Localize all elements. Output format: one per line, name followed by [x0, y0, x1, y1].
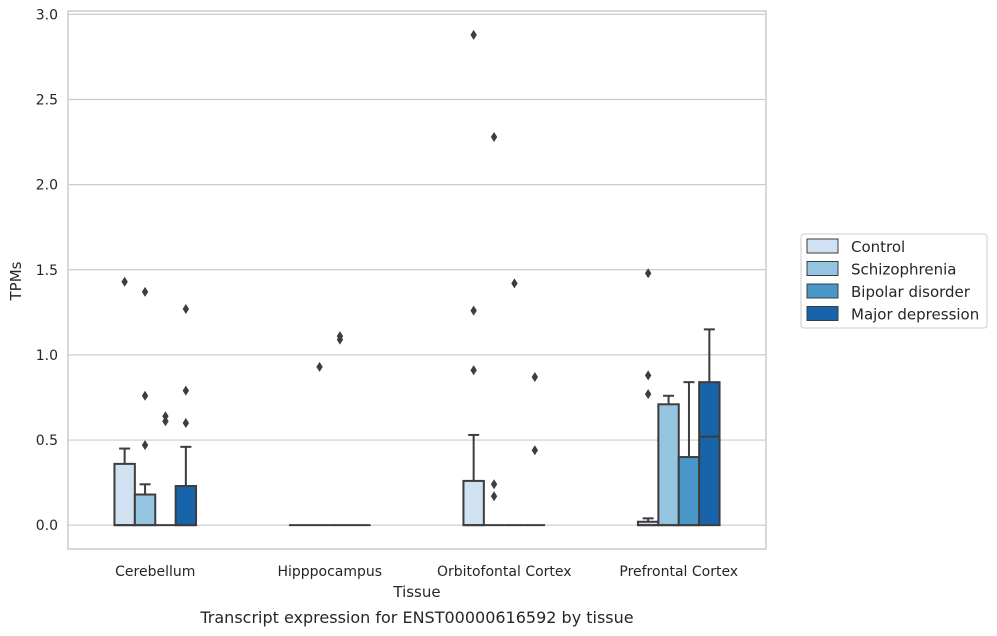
box [657, 394, 680, 527]
x-axis-label: Tissue [392, 583, 440, 601]
x-tick-label: Orbitofontal Cortex [437, 564, 572, 580]
box [462, 29, 485, 527]
box [133, 286, 157, 527]
outlier-point [141, 390, 149, 401]
outlier-point [490, 491, 498, 502]
legend-label: Control [851, 238, 905, 256]
legend-label: Schizophrenia [851, 261, 956, 279]
y-tick-labels: 0.0 0.5 1.0 1.5 2.0 2.5 3.0 [36, 7, 58, 534]
outlier-point [490, 479, 498, 490]
y-tick-label: 0.5 [36, 433, 58, 449]
legend-swatch [806, 283, 839, 299]
outlier-point [182, 385, 190, 396]
x-tick-label: Prefrontal Cortex [619, 564, 738, 580]
box [677, 381, 701, 527]
x-tick-labels: Cerebellum Hipppocampus Orbitofontal Corte… [115, 564, 738, 580]
outlier-point [490, 131, 498, 142]
outlier-point [531, 372, 539, 383]
legend: Control Schizophrenia Bipolar disorder Majo… [800, 233, 988, 329]
outlier-point [470, 305, 477, 316]
box [483, 131, 505, 527]
y-axis-label: TPMs [7, 261, 25, 301]
box [329, 331, 351, 527]
outlier-point [644, 389, 652, 400]
outlier-point [336, 334, 344, 345]
gridlines [68, 13, 766, 526]
legend-label: Major depression [851, 306, 979, 324]
outlier-point [182, 418, 190, 429]
outlier-point [511, 278, 518, 289]
box [309, 361, 330, 527]
outlier-point [470, 365, 477, 376]
outlier-point [162, 416, 169, 427]
box [698, 328, 721, 527]
box-body [113, 462, 136, 527]
box-body [174, 485, 198, 527]
x-tick-label: Cerebellum [115, 564, 195, 580]
y-tick-label: 3.0 [36, 7, 58, 23]
y-tick-label: 1.5 [36, 263, 58, 279]
box [155, 411, 176, 527]
chart-caption: Transcript expression for ENST0000061659… [199, 608, 633, 627]
legend-swatch [806, 261, 839, 276]
outlier-point [141, 286, 149, 297]
outlier-point [531, 445, 539, 456]
legend-label: Bipolar disorder [851, 283, 971, 301]
y-tick-label: 0.0 [36, 518, 58, 534]
box-body [133, 493, 157, 527]
x-tick-label: Hipppocampus [277, 564, 382, 580]
outlier-point [121, 276, 128, 287]
box [504, 278, 525, 527]
outlier-point [644, 370, 652, 381]
y-tick-label: 1.0 [36, 348, 58, 364]
outlier-point [470, 29, 477, 40]
box-body [462, 479, 485, 527]
box-plot-marks [113, 29, 721, 527]
outlier-point [162, 411, 169, 422]
outlier-point [644, 268, 652, 279]
box-body [677, 456, 701, 527]
box [113, 276, 136, 527]
box-body [698, 381, 721, 527]
box [636, 268, 660, 527]
outlier-point [141, 440, 149, 451]
box [174, 303, 198, 527]
outlier-point [316, 361, 323, 372]
y-tick-label: 2.0 [36, 178, 58, 194]
legend-frame [800, 233, 988, 329]
outlier-point [182, 303, 190, 314]
y-tick-label: 2.5 [36, 93, 58, 109]
box-body [657, 403, 680, 527]
legend-swatch [806, 306, 839, 321]
plot-frame [67, 10, 767, 550]
legend-swatch [806, 238, 839, 254]
box [524, 372, 546, 527]
